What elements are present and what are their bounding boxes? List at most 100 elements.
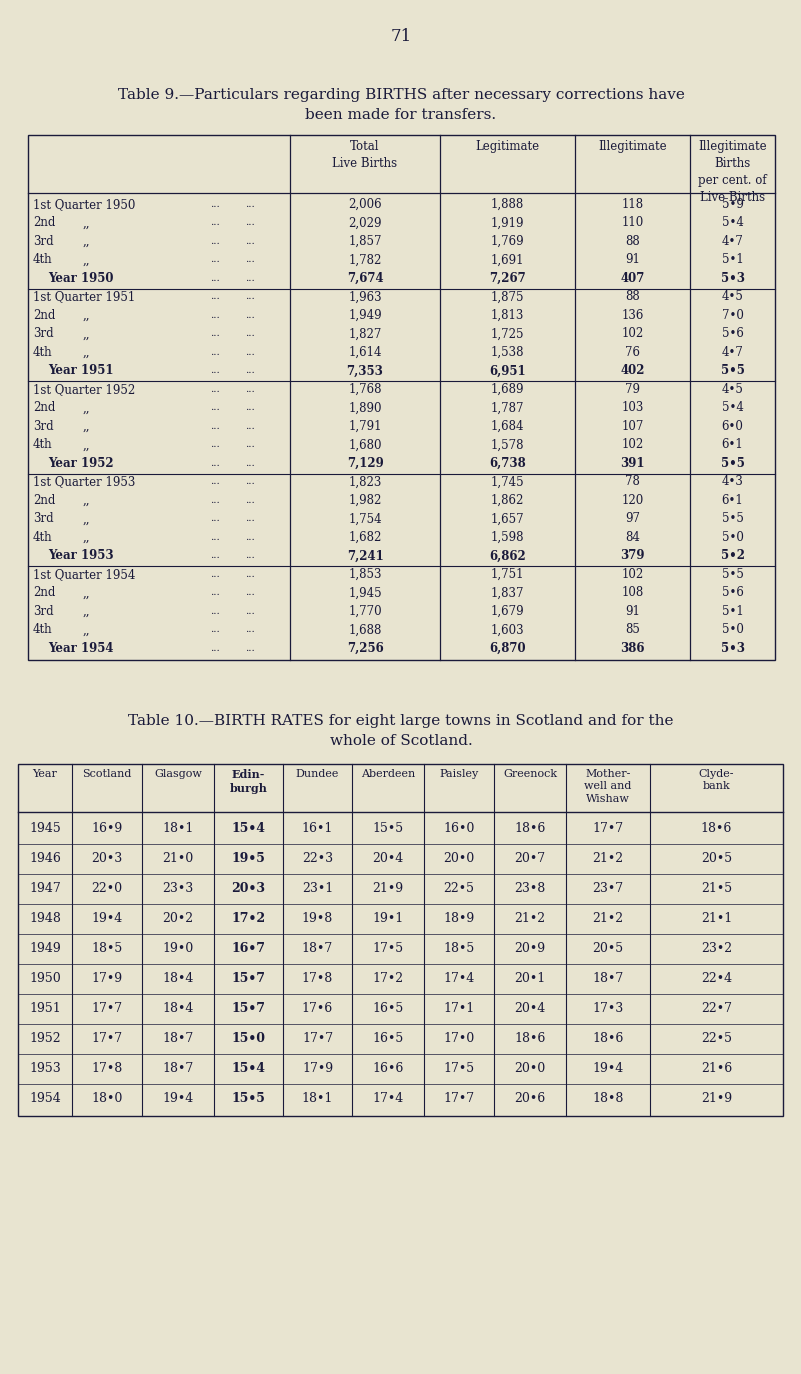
Text: 1,827: 1,827 xyxy=(348,327,382,341)
Text: 1st Quarter 1953: 1st Quarter 1953 xyxy=(33,475,135,488)
Text: 23•3: 23•3 xyxy=(163,882,194,896)
Text: 3rd: 3rd xyxy=(33,513,54,525)
Text: 18•7: 18•7 xyxy=(593,973,624,985)
Text: 1,603: 1,603 xyxy=(491,624,525,636)
Text: ...: ... xyxy=(245,422,255,431)
Text: 1,578: 1,578 xyxy=(491,438,524,451)
Text: 102: 102 xyxy=(622,567,644,581)
Text: Glasgow: Glasgow xyxy=(154,769,202,779)
Text: 1,745: 1,745 xyxy=(491,475,525,488)
Text: 5•5: 5•5 xyxy=(722,513,743,525)
Text: 5•5: 5•5 xyxy=(721,456,744,470)
Text: Aberdeen: Aberdeen xyxy=(361,769,415,779)
Text: ...: ... xyxy=(210,588,219,598)
Text: 18•5: 18•5 xyxy=(444,943,475,955)
Text: 17•7: 17•7 xyxy=(91,1003,123,1015)
Text: ...: ... xyxy=(245,496,255,504)
Text: ...: ... xyxy=(245,625,255,635)
Text: 97: 97 xyxy=(625,513,640,525)
Text: 22•3: 22•3 xyxy=(302,852,333,866)
Text: Year 1953: Year 1953 xyxy=(48,550,114,562)
Text: 23•7: 23•7 xyxy=(593,882,623,896)
Text: 15•5: 15•5 xyxy=(231,1092,265,1106)
Text: 20•9: 20•9 xyxy=(514,943,545,955)
Text: 1946: 1946 xyxy=(29,852,61,866)
Text: 1,857: 1,857 xyxy=(348,235,382,247)
Text: 1952: 1952 xyxy=(29,1032,61,1046)
Text: 17•8: 17•8 xyxy=(302,973,333,985)
Text: 1,791: 1,791 xyxy=(348,420,382,433)
Text: ...: ... xyxy=(210,496,219,504)
Text: 17•7: 17•7 xyxy=(444,1092,474,1106)
Text: Year: Year xyxy=(33,769,58,779)
Text: 5•0: 5•0 xyxy=(722,530,743,544)
Text: 1,657: 1,657 xyxy=(491,513,525,525)
Text: 22•5: 22•5 xyxy=(701,1032,732,1046)
Text: 1st Quarter 1950: 1st Quarter 1950 xyxy=(33,198,135,210)
Text: 18•7: 18•7 xyxy=(163,1032,194,1046)
Text: ,,: ,, xyxy=(83,587,91,599)
Text: 22•7: 22•7 xyxy=(701,1003,732,1015)
Text: 21•6: 21•6 xyxy=(701,1062,732,1076)
Text: 1st Quarter 1952: 1st Quarter 1952 xyxy=(33,383,135,396)
Text: ...: ... xyxy=(210,644,219,653)
Text: 15•4: 15•4 xyxy=(231,1062,265,1076)
Text: 22•5: 22•5 xyxy=(444,882,474,896)
Text: 1,982: 1,982 xyxy=(348,493,382,507)
Text: Dundee: Dundee xyxy=(296,769,339,779)
Text: 3rd: 3rd xyxy=(33,327,54,341)
Text: 4•7: 4•7 xyxy=(722,346,743,359)
Text: Illegitimate: Illegitimate xyxy=(598,140,666,153)
Text: 19•4: 19•4 xyxy=(593,1062,624,1076)
Text: 16•0: 16•0 xyxy=(443,823,475,835)
Text: ...: ... xyxy=(210,440,219,449)
Text: 17•3: 17•3 xyxy=(593,1003,624,1015)
Text: 21•2: 21•2 xyxy=(593,912,623,926)
Text: 103: 103 xyxy=(622,401,644,415)
Text: 391: 391 xyxy=(620,456,645,470)
Text: ,,: ,, xyxy=(83,401,91,415)
Text: 108: 108 xyxy=(622,587,644,599)
Text: 2nd: 2nd xyxy=(33,309,55,322)
Text: ...: ... xyxy=(210,367,219,375)
Text: 1,770: 1,770 xyxy=(348,605,382,618)
Text: 5•1: 5•1 xyxy=(722,605,743,618)
Text: ...: ... xyxy=(210,422,219,431)
Text: 15•7: 15•7 xyxy=(231,973,265,985)
Text: Illegitimate
Births
per cent. of
Live Births: Illegitimate Births per cent. of Live Bi… xyxy=(698,140,767,203)
Text: 3rd: 3rd xyxy=(33,605,54,618)
Text: 6,862: 6,862 xyxy=(489,550,526,562)
Text: ...: ... xyxy=(245,293,255,301)
Text: 5•0: 5•0 xyxy=(722,624,743,636)
Text: 1,682: 1,682 xyxy=(348,530,382,544)
Text: ,,: ,, xyxy=(83,216,91,229)
Text: 21•9: 21•9 xyxy=(372,882,404,896)
Bar xyxy=(28,135,775,660)
Text: 7,129: 7,129 xyxy=(347,456,384,470)
Text: 17•0: 17•0 xyxy=(444,1032,475,1046)
Text: 102: 102 xyxy=(622,438,644,451)
Text: 1,862: 1,862 xyxy=(491,493,524,507)
Text: ...: ... xyxy=(245,607,255,616)
Text: ,,: ,, xyxy=(83,309,91,322)
Text: ...: ... xyxy=(245,533,255,541)
Text: 1st Quarter 1951: 1st Quarter 1951 xyxy=(33,290,135,304)
Text: 84: 84 xyxy=(625,530,640,544)
Text: 20•3: 20•3 xyxy=(91,852,123,866)
Text: ,,: ,, xyxy=(83,624,91,636)
Text: 5•4: 5•4 xyxy=(722,216,743,229)
Text: 7,267: 7,267 xyxy=(489,272,526,284)
Text: 5•2: 5•2 xyxy=(721,550,744,562)
Text: 17•4: 17•4 xyxy=(444,973,475,985)
Text: 18•9: 18•9 xyxy=(444,912,475,926)
Text: 17•8: 17•8 xyxy=(91,1062,123,1076)
Text: 21•2: 21•2 xyxy=(514,912,545,926)
Text: 386: 386 xyxy=(620,642,645,655)
Text: 88: 88 xyxy=(625,235,640,247)
Text: ...: ... xyxy=(210,273,219,283)
Text: ...: ... xyxy=(245,514,255,523)
Text: ...: ... xyxy=(210,236,219,246)
Text: 76: 76 xyxy=(625,346,640,359)
Text: 17•7: 17•7 xyxy=(593,823,623,835)
Text: 20•4: 20•4 xyxy=(372,852,404,866)
